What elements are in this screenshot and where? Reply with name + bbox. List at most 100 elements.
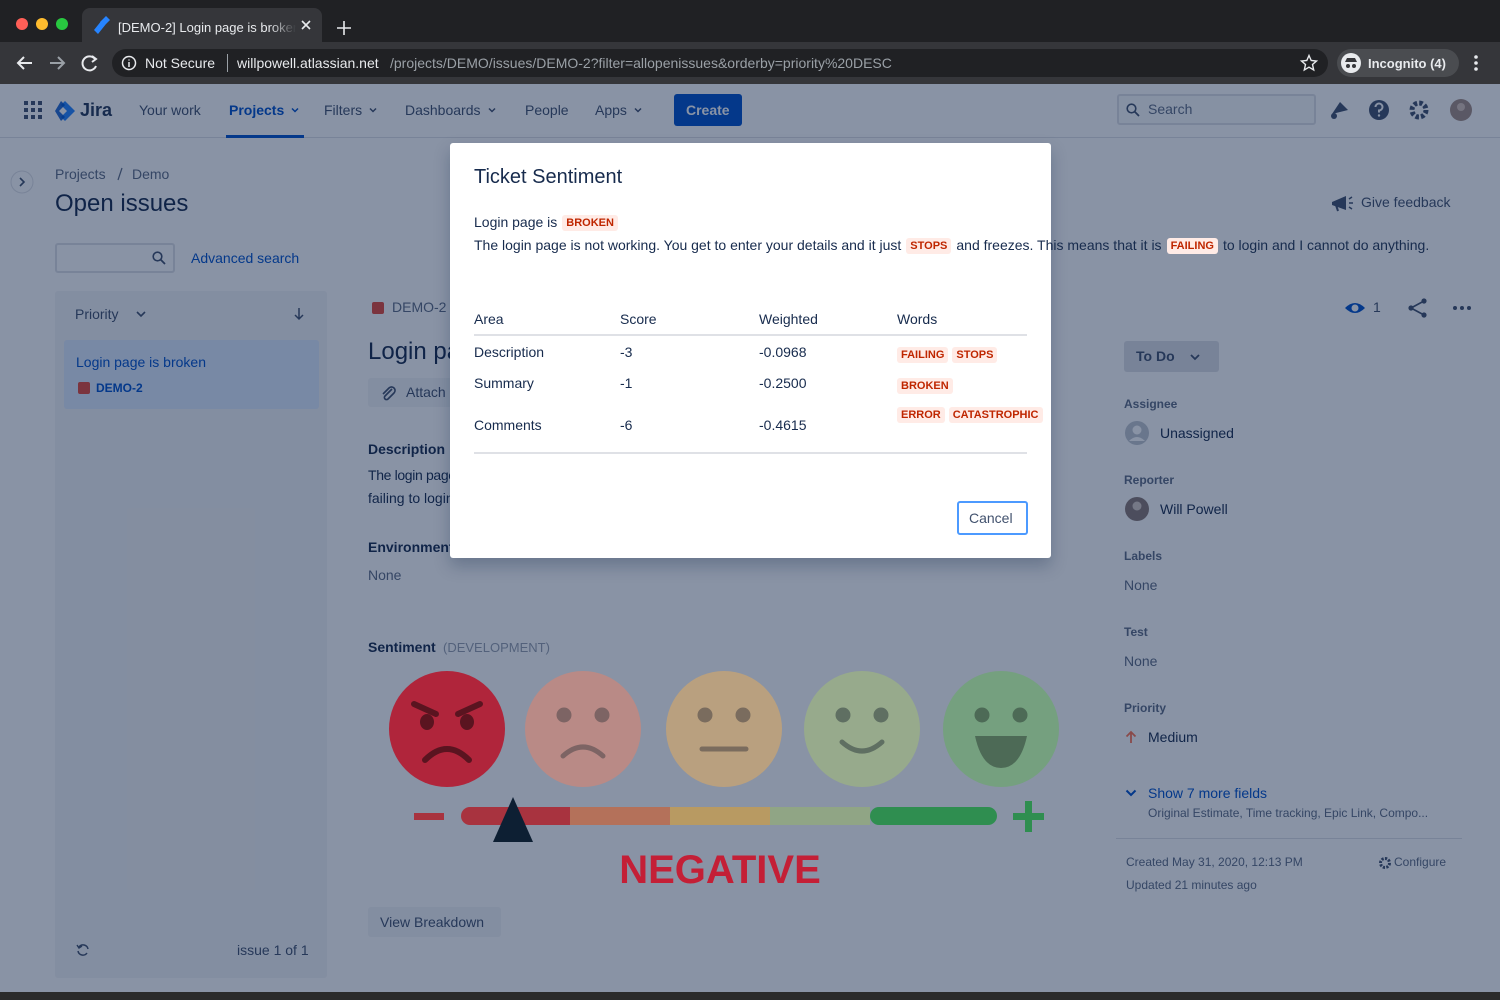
star-icon[interactable] — [1299, 53, 1319, 72]
dialog-title: Ticket Sentiment — [474, 166, 623, 188]
field-label: Reporter — [1124, 473, 1175, 487]
filter-input[interactable] — [55, 243, 175, 273]
sort-label[interactable]: Priority — [75, 306, 119, 322]
active-tab[interactable] — [82, 8, 322, 42]
created-date: Created May 31, 2020, 12:13 PM — [1126, 855, 1303, 869]
profile-label: Incognito (4) — [1368, 55, 1446, 71]
text-segment: to login and I cannot do anything. — [1222, 237, 1430, 253]
give-feedback[interactable]: Give feedback — [1361, 194, 1451, 210]
sentiment-word-tag: STOPS — [952, 347, 998, 363]
tab-title[interactable]: [DEMO-2] Login page is broken — [118, 19, 296, 35]
view-breakdown-label[interactable]: View Breakdown — [380, 914, 485, 930]
omnibox[interactable] — [112, 49, 1328, 77]
configure-icon[interactable] — [1378, 856, 1392, 870]
attach-label[interactable]: Attach — [406, 384, 446, 400]
field-label: Test — [1124, 625, 1148, 639]
security-label: Not Secure — [145, 55, 216, 71]
area-cell: Summary — [474, 375, 534, 391]
dialog-description: The login page is not working. You get t… — [474, 234, 1429, 257]
breadcrumb-slash — [117, 167, 123, 181]
table-header-cell: Score — [620, 311, 657, 327]
more-fields-list: Original Estimate, Time tracking, Epic L… — [1148, 806, 1429, 820]
nav-item[interactable]: Dashboards — [405, 102, 481, 118]
area-cell: Comments — [474, 417, 542, 433]
advanced-search-link[interactable]: Advanced search — [191, 250, 300, 266]
feedback-icon[interactable] — [1330, 193, 1354, 213]
selected-issue-card[interactable] — [64, 340, 319, 409]
priority-icon — [1125, 730, 1137, 743]
cancel-label[interactable]: Cancel — [969, 510, 1013, 526]
breadcrumb-item[interactable]: Projects — [55, 166, 106, 182]
search-box[interactable] — [1117, 94, 1316, 125]
more-fields-chevron — [1125, 789, 1137, 797]
field-value: None — [1124, 577, 1158, 593]
field-label: Labels — [1124, 549, 1163, 563]
refresh-icon[interactable] — [76, 943, 90, 957]
field-value: Will Powell — [1160, 501, 1228, 517]
more-fields-link[interactable]: Show 7 more fields — [1148, 785, 1268, 801]
nav-buttons[interactable] — [0, 42, 110, 84]
issue-actions[interactable] — [1343, 296, 1473, 320]
configure-link[interactable]: Configure — [1394, 855, 1447, 869]
url-path: /projects/DEMO/issues/DEMO-2?filter=allo… — [390, 55, 892, 71]
text-segment: and freezes. This means that it is — [956, 237, 1162, 253]
description-heading: Description — [368, 441, 446, 457]
issue-type-icon — [372, 302, 384, 314]
field-value: None — [1124, 653, 1158, 669]
score-cell: -6 — [620, 417, 633, 433]
cancel-button[interactable] — [957, 501, 1028, 535]
breadcrumb-item[interactable]: Demo — [132, 166, 170, 182]
sentiment-word-tag: ERROR — [897, 407, 945, 423]
face-negative — [525, 671, 641, 787]
search-placeholder: Search — [1148, 101, 1193, 117]
bug-icon — [78, 382, 90, 394]
weighted-cell: -0.0968 — [759, 344, 807, 360]
sentiment-word-tag: BROKEN — [897, 378, 953, 394]
menu-icon[interactable] — [1470, 52, 1482, 74]
score-cell: -1 — [620, 375, 633, 391]
devtools-strip — [0, 992, 1500, 1000]
app-switcher[interactable] — [24, 101, 42, 119]
weighted-cell: -0.4615 — [759, 417, 807, 433]
view-breakdown-button[interactable] — [368, 907, 501, 937]
status-label[interactable]: To Do — [1136, 348, 1175, 364]
status-chevron — [1190, 354, 1200, 361]
reporter-avatar — [1125, 497, 1149, 521]
window-controls — [16, 18, 68, 30]
nav-item[interactable]: Your work — [139, 102, 201, 118]
score-cell: -3 — [620, 344, 633, 360]
words-cell: FAILING STOPS — [897, 343, 1017, 366]
table-header-rule — [474, 334, 1027, 336]
status-button[interactable] — [1124, 341, 1219, 372]
sentiment-scale — [389, 671, 1059, 842]
dialog-summary: Login page is BROKEN — [474, 211, 1009, 234]
nav-item[interactable]: Apps — [595, 102, 627, 118]
plus-sign — [1013, 801, 1044, 832]
nav-item[interactable]: Projects — [229, 102, 285, 118]
sentiment-word-tag: BROKEN — [562, 215, 618, 231]
face-very-positive — [943, 671, 1059, 787]
create-button[interactable] — [674, 94, 742, 126]
nav-right-icons[interactable] — [1326, 96, 1476, 126]
create-label[interactable]: Create — [686, 102, 730, 118]
nav-chevron — [369, 107, 377, 113]
sort-icons[interactable] — [130, 304, 310, 324]
table-header-cell: Area — [474, 311, 504, 327]
issue-key[interactable]: DEMO-2 — [392, 299, 447, 315]
sentiment-word-tag: STOPS — [906, 238, 952, 254]
filter-search-icon — [152, 251, 166, 265]
face-very-negative — [389, 671, 505, 787]
sentiment-word-tag: FAILING — [897, 347, 949, 363]
weighted-cell: -0.2500 — [759, 375, 807, 391]
sentiment-heading: Sentiment — [368, 639, 436, 655]
minus-sign — [414, 813, 444, 820]
issue-card-title[interactable]: Login page is broken — [76, 354, 206, 370]
issue-card-key[interactable]: DEMO-2 — [96, 381, 143, 395]
nav-item[interactable]: People — [525, 102, 569, 118]
face-positive — [804, 671, 920, 787]
sidebar-toggle[interactable] — [10, 170, 34, 194]
field-label: Priority — [1124, 701, 1167, 715]
ticket-sentiment-dialog: Ticket Sentiment Login page is BROKEN The l… — [450, 143, 1429, 558]
nav-item[interactable]: Filters — [324, 102, 363, 118]
